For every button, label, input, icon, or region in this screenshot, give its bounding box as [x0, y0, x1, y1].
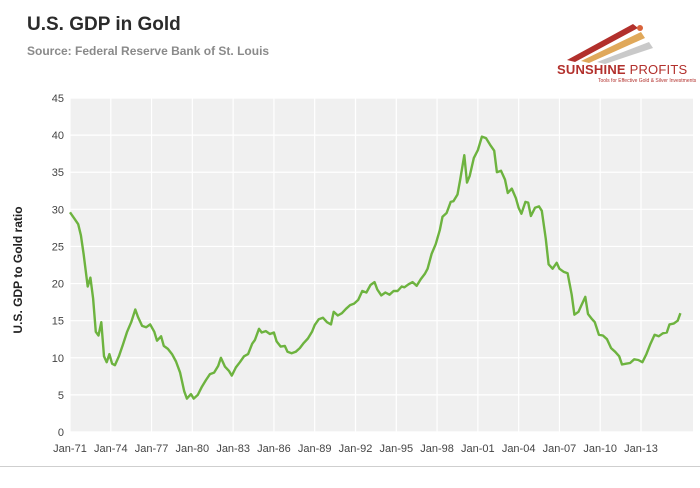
y-tick-label: 35	[52, 167, 64, 179]
series-layer	[69, 135, 682, 400]
x-tick-label: Jan-01	[461, 443, 495, 455]
y-tick-label: 0	[58, 427, 64, 439]
sunshine-profits-logo-icon	[567, 24, 653, 64]
y-axis-label: U.S. GDP to Gold ratio	[12, 206, 25, 333]
logo-tagline: Tools for Effective Gold & Silver Invest…	[598, 78, 697, 84]
x-tick-label: Jan-86	[257, 443, 291, 455]
x-tick-label: Jan-10	[583, 443, 617, 455]
x-tick-label: Jan-89	[298, 443, 332, 455]
chart-title: U.S. GDP in Gold	[27, 14, 181, 35]
y-axis-ticks: 0 5 10 15 20 25 30 35 40 45	[52, 93, 64, 439]
y-tick-label: 40	[52, 130, 64, 142]
y-tick-label: 10	[52, 353, 64, 365]
y-axis-label-box: U.S. GDP to Gold ratio	[12, 206, 25, 333]
logo-wordmark: SUNSHINE PROFITS	[557, 62, 688, 77]
x-tick-label: Jan-95	[379, 443, 413, 455]
x-tick-label: Jan-13	[624, 443, 658, 455]
x-tick-label: Jan-77	[135, 443, 169, 455]
x-tick-label: Jan-83	[216, 443, 250, 455]
x-tick-label: Jan-07	[543, 443, 577, 455]
x-tick-label: Jan-92	[339, 443, 373, 455]
plot-area	[70, 98, 693, 432]
y-tick-label: 20	[52, 279, 64, 291]
y-tick-label: 5	[58, 390, 64, 402]
chart-subtitle: Source: Federal Reserve Bank of St. Loui…	[27, 44, 270, 58]
x-tick-label: Jan-80	[176, 443, 210, 455]
y-tick-label: 25	[52, 241, 64, 253]
series-line	[69, 135, 682, 400]
x-axis-ticks: Jan-71 Jan-74 Jan-77 Jan-80 Jan-83 Jan-86 Jan-…	[53, 443, 658, 455]
x-tick-label: Jan-74	[94, 443, 128, 455]
x-tick-label: Jan-71	[53, 443, 87, 455]
y-tick-label: 30	[52, 204, 64, 216]
x-tick-label: Jan-04	[502, 443, 536, 455]
y-tick-label: 15	[52, 316, 64, 328]
x-tick-label: Jan-98	[420, 443, 454, 455]
card-bottom-border	[0, 466, 700, 488]
y-tick-label: 45	[52, 93, 64, 105]
